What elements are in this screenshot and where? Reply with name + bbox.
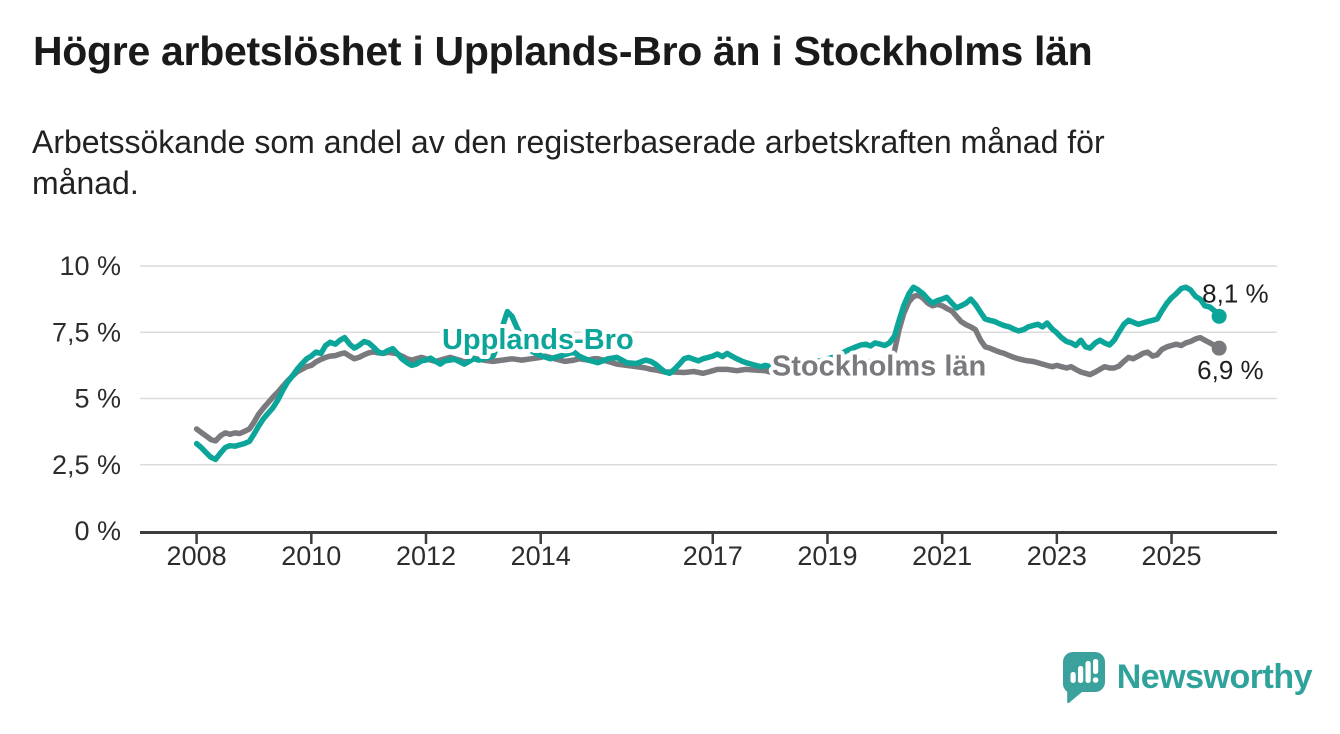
end-value-label-stockholms-lan: 6,9 % (1197, 355, 1264, 385)
end-dot-upplands-bro (1211, 308, 1227, 324)
end-dot-stockholms-lan (1211, 340, 1227, 356)
logo-bubble-shape (1062, 651, 1105, 703)
logo-exclamation-bar (1092, 659, 1098, 674)
x-tick-label: 2023 (1027, 541, 1087, 571)
brand-wordmark: Newsworthy (1116, 657, 1313, 696)
x-tick-label: 2008 (167, 541, 227, 571)
x-tick-label: 2012 (396, 541, 456, 571)
subtitle-line-1: Arbetssökande som andel av den registerb… (32, 124, 1105, 160)
y-tick-label: 5 % (74, 384, 121, 414)
y-tick-label: 10 % (59, 251, 121, 281)
brand-footer: Newsworthy (1062, 651, 1313, 703)
x-tick-label: 2019 (797, 541, 857, 571)
logo-bar-1 (1070, 672, 1076, 683)
y-tick-label: 0 % (74, 516, 121, 546)
newsworthy-logo-icon (1062, 651, 1105, 703)
logo-exclamation-dot (1092, 677, 1099, 683)
x-tick-label: 2021 (912, 541, 972, 571)
x-tick-label: 2010 (281, 541, 341, 571)
page-title: Högre arbetslöshet i Upplands-Bro än i S… (33, 28, 1093, 74)
x-tick-label: 2017 (683, 541, 743, 571)
x-tick-label: 2025 (1142, 541, 1202, 571)
series-label-stockholms-lan: Stockholms län (772, 350, 986, 382)
series-line-stockholms-lan (193, 292, 1222, 444)
logo-bar-2 (1077, 666, 1083, 683)
x-tick-label: 2014 (511, 541, 571, 571)
logo-bar-3 (1085, 661, 1091, 683)
page-subtitle: Arbetssökande som andel av den registerb… (32, 122, 1105, 204)
series-line-upplands-bro (193, 284, 1222, 463)
y-tick-label: 7,5 % (52, 317, 121, 347)
series-label-upplands-bro: Upplands-Bro (442, 324, 634, 356)
y-tick-label: 2,5 % (52, 450, 121, 480)
subtitle-line-2: månad. (32, 165, 139, 201)
end-value-label-upplands-bro: 8,1 % (1202, 278, 1269, 308)
